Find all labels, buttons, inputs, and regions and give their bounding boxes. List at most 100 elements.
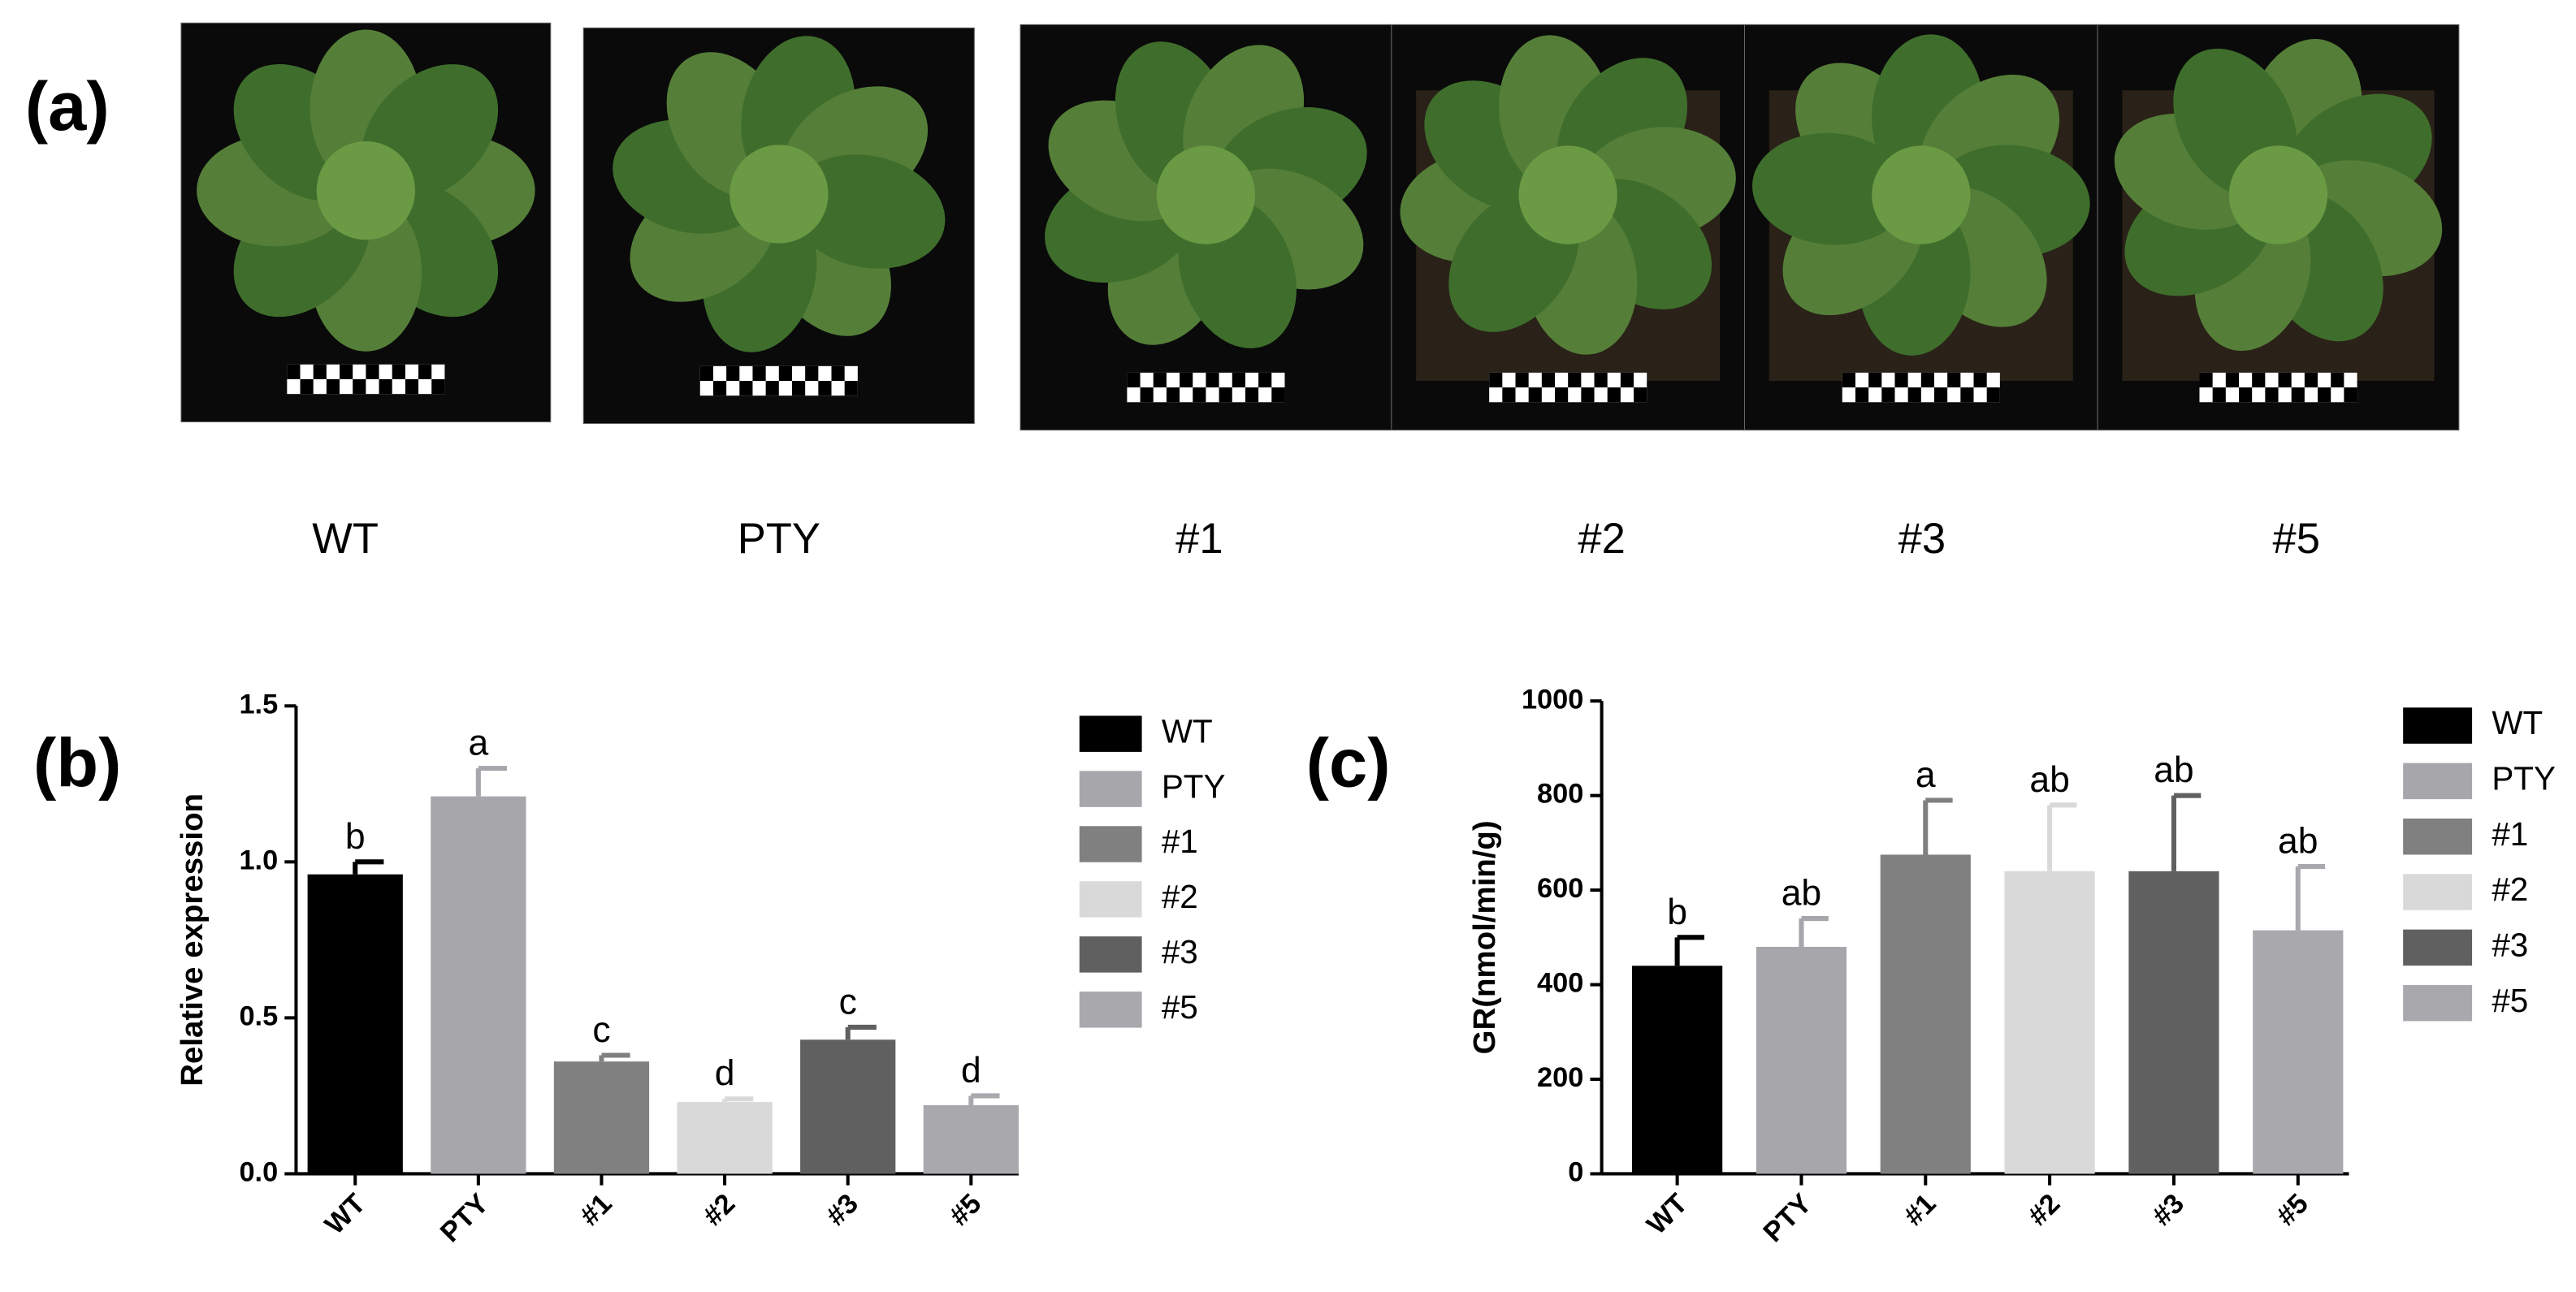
scale-square (300, 378, 314, 395)
leaf (789, 154, 946, 269)
value-label: d (715, 1054, 735, 1094)
panel-label: (b) (33, 724, 121, 802)
scale-square (287, 364, 301, 379)
scale-square (2239, 387, 2253, 403)
x-tick-label: WT (319, 1188, 372, 1241)
scale-square (2304, 372, 2318, 388)
value-label: a (468, 724, 488, 763)
scale-square (2331, 372, 2344, 388)
scale-square (1180, 372, 1193, 388)
scale-square (778, 365, 792, 382)
legend-label: #5 (1162, 988, 1198, 1026)
x-tick-label: #3 (820, 1188, 864, 1232)
legend-swatch (2403, 929, 2473, 966)
bar (553, 1061, 650, 1174)
bar (2004, 871, 2095, 1174)
scale-square (1594, 372, 1608, 388)
scale-square (2252, 372, 2266, 388)
leaf-center (1156, 145, 1256, 244)
bar (800, 1039, 896, 1174)
legend-swatch (1079, 715, 1142, 752)
panel-label: (c) (1306, 724, 1391, 802)
leaf-center (1518, 145, 1617, 244)
value-label: ab (2278, 821, 2318, 861)
leaf-center (316, 140, 416, 240)
scale-square (405, 378, 419, 395)
x-tick-label: WT (1641, 1188, 1694, 1241)
y-tick-label: 0.5 (239, 1000, 278, 1031)
legend-swatch (1079, 881, 1142, 918)
scale-square (1920, 372, 1934, 388)
x-tick-label: #1 (574, 1188, 618, 1232)
scale-square (712, 381, 727, 396)
scale-square (1206, 372, 1219, 388)
scale-square (1555, 387, 1569, 403)
scale-square (765, 381, 779, 396)
scale-square (818, 381, 832, 396)
scale-square (1541, 372, 1556, 388)
scale-square (1193, 387, 1206, 403)
scale-square (2278, 372, 2292, 388)
photo-caption: PTY (738, 515, 820, 563)
scale-square (1140, 387, 1154, 403)
bar (307, 874, 403, 1174)
scale-square (844, 381, 858, 396)
scale-square (1166, 387, 1180, 403)
value-label: ab (1782, 873, 1821, 913)
scale-square (1842, 372, 1855, 388)
scale-square (1620, 372, 1634, 388)
panel-label: (a) (25, 67, 110, 145)
legend-label: WT (1162, 712, 1213, 750)
bar (677, 1102, 773, 1174)
scale-square (1581, 387, 1595, 403)
scale-square (1232, 372, 1245, 388)
value-label: a (1916, 755, 1936, 795)
bar (1880, 854, 1971, 1174)
scale-square (326, 378, 340, 395)
scale-square (1502, 387, 1516, 403)
y-axis-label: Relative expression (175, 793, 210, 1087)
scale-square (392, 364, 405, 379)
value-label: c (592, 1010, 610, 1050)
scale-square (1568, 372, 1582, 388)
y-axis-label: GR(nmol/min/g) (1467, 820, 1502, 1054)
photo-caption: WT (312, 515, 379, 563)
legend-swatch (1079, 936, 1142, 973)
x-tick-label: #2 (697, 1188, 741, 1232)
legend-label: #3 (2492, 927, 2528, 964)
x-tick-label: PTY (1757, 1188, 1817, 1248)
legend-label: #1 (2492, 815, 2528, 853)
value-label: ab (2154, 750, 2193, 790)
value-label: b (1667, 892, 1687, 932)
scale-square (1947, 372, 1961, 388)
scale-square (1258, 372, 1272, 388)
legend-label: PTY (2492, 760, 2556, 797)
y-tick-label: 1.5 (239, 689, 278, 719)
scale-square (2291, 387, 2305, 403)
scale-square (1934, 387, 1948, 403)
legend-label: #2 (1162, 878, 1198, 915)
legend-swatch (1079, 771, 1142, 807)
scale-square (1634, 387, 1647, 403)
scale-square (1489, 372, 1503, 388)
scale-square (699, 365, 713, 382)
y-tick-label: 200 (1537, 1062, 1583, 1093)
bar (1756, 946, 1847, 1174)
bar (2253, 930, 2344, 1174)
y-tick-label: 0.0 (239, 1157, 278, 1188)
scale-square (1973, 372, 1987, 388)
value-label: d (961, 1051, 981, 1091)
leaf (1752, 132, 1910, 245)
bar (923, 1104, 1019, 1174)
bar (2128, 871, 2219, 1174)
scale-square (1881, 387, 1895, 403)
scale-square (1986, 387, 2000, 403)
bar (1632, 966, 1723, 1174)
legend-swatch (2403, 818, 2473, 855)
scale-square (1607, 387, 1621, 403)
scale-square (1528, 387, 1542, 403)
scale-square (1894, 372, 1908, 388)
y-tick-label: 600 (1537, 873, 1583, 904)
scale-square (805, 365, 819, 382)
